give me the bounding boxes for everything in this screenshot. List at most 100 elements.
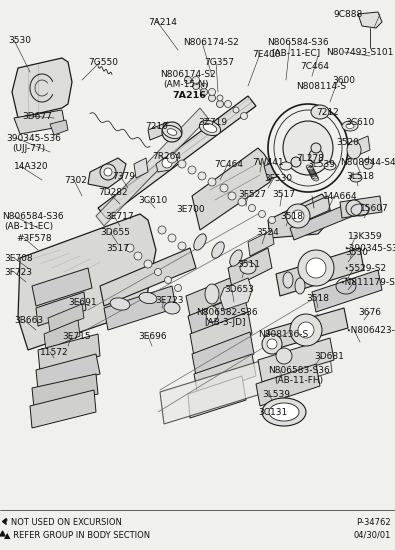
Polygon shape xyxy=(276,248,364,296)
Polygon shape xyxy=(340,196,382,218)
Ellipse shape xyxy=(295,278,305,294)
Text: 3E708: 3E708 xyxy=(4,254,33,263)
Circle shape xyxy=(238,198,246,206)
Circle shape xyxy=(158,226,166,234)
Circle shape xyxy=(104,168,112,176)
Text: (AB-11-EC): (AB-11-EC) xyxy=(4,222,53,231)
Polygon shape xyxy=(194,354,256,396)
Circle shape xyxy=(100,164,116,180)
Ellipse shape xyxy=(324,162,336,170)
Polygon shape xyxy=(44,320,80,350)
Text: N806584-S36: N806584-S36 xyxy=(267,38,329,47)
Circle shape xyxy=(201,83,207,89)
Text: 3E723: 3E723 xyxy=(155,296,184,305)
Circle shape xyxy=(267,339,277,349)
Circle shape xyxy=(198,172,206,180)
Polygon shape xyxy=(192,148,272,230)
Circle shape xyxy=(217,95,223,101)
Text: 3530: 3530 xyxy=(8,36,31,45)
Circle shape xyxy=(192,82,199,90)
Circle shape xyxy=(192,76,199,84)
Circle shape xyxy=(178,160,186,168)
Text: N807493-S101: N807493-S101 xyxy=(326,48,393,57)
Text: 3530: 3530 xyxy=(345,248,368,257)
Text: ⋆390345-S36: ⋆390345-S36 xyxy=(344,244,395,253)
Text: 3517: 3517 xyxy=(272,190,295,199)
Circle shape xyxy=(208,178,216,186)
Text: 3E715: 3E715 xyxy=(62,332,90,341)
Circle shape xyxy=(220,184,228,192)
Polygon shape xyxy=(220,278,252,310)
Circle shape xyxy=(269,217,275,223)
Circle shape xyxy=(306,258,326,278)
Text: 7R264: 7R264 xyxy=(152,152,181,161)
Text: 3517: 3517 xyxy=(106,244,129,253)
Text: 3L539: 3L539 xyxy=(262,390,290,399)
Text: 3D653: 3D653 xyxy=(224,285,254,294)
Polygon shape xyxy=(100,248,196,306)
Circle shape xyxy=(216,101,224,107)
Polygon shape xyxy=(50,120,68,135)
Polygon shape xyxy=(38,334,100,372)
Polygon shape xyxy=(148,122,170,140)
Polygon shape xyxy=(358,12,382,28)
Circle shape xyxy=(290,314,322,346)
Text: 3D655: 3D655 xyxy=(100,228,130,237)
Text: (UJJ-77): (UJJ-77) xyxy=(12,144,45,153)
Circle shape xyxy=(188,166,196,174)
Text: 3E717: 3E717 xyxy=(105,212,134,221)
Text: [AB-3-JD]: [AB-3-JD] xyxy=(204,318,246,327)
Ellipse shape xyxy=(206,306,218,322)
Circle shape xyxy=(164,277,171,283)
Ellipse shape xyxy=(139,293,157,304)
Circle shape xyxy=(292,210,304,222)
Text: N806583-S36: N806583-S36 xyxy=(268,366,330,375)
Circle shape xyxy=(162,158,172,168)
Text: 3518: 3518 xyxy=(280,212,303,221)
Text: 3524: 3524 xyxy=(256,228,279,237)
Circle shape xyxy=(201,89,207,96)
Text: 3F527: 3F527 xyxy=(238,190,266,199)
Circle shape xyxy=(346,200,362,216)
Circle shape xyxy=(363,159,373,169)
Text: 15607: 15607 xyxy=(360,204,389,213)
Text: 7E400: 7E400 xyxy=(252,50,280,59)
Text: N806582-S36: N806582-S36 xyxy=(196,308,258,317)
Polygon shape xyxy=(96,108,208,226)
Polygon shape xyxy=(312,270,382,312)
Text: 3B663: 3B663 xyxy=(14,316,43,325)
Ellipse shape xyxy=(164,302,180,314)
Ellipse shape xyxy=(230,250,242,266)
Text: N806174-S2: N806174-S2 xyxy=(183,38,239,47)
Text: 3F723: 3F723 xyxy=(4,268,32,277)
Text: 7210: 7210 xyxy=(145,122,168,131)
Polygon shape xyxy=(156,154,178,172)
Text: ⋆N806423-S56: ⋆N806423-S56 xyxy=(346,326,395,335)
Circle shape xyxy=(291,157,301,167)
Circle shape xyxy=(184,76,192,84)
Text: 3D677: 3D677 xyxy=(22,112,52,121)
Text: 3L539: 3L539 xyxy=(307,160,335,169)
Circle shape xyxy=(167,127,177,137)
Ellipse shape xyxy=(350,174,362,182)
Polygon shape xyxy=(256,364,320,406)
Text: P-34762: P-34762 xyxy=(356,518,391,527)
Ellipse shape xyxy=(110,298,130,310)
Text: N806584-S36: N806584-S36 xyxy=(2,212,64,221)
Text: 3676: 3676 xyxy=(358,308,381,317)
Circle shape xyxy=(309,149,323,163)
Polygon shape xyxy=(248,230,274,256)
Text: ⋆5529-S2: ⋆5529-S2 xyxy=(344,264,387,273)
Text: 3600: 3600 xyxy=(332,76,355,85)
Circle shape xyxy=(224,101,231,107)
Text: 14A320: 14A320 xyxy=(14,162,49,171)
Text: 390345-S36: 390345-S36 xyxy=(6,134,61,143)
Polygon shape xyxy=(188,294,248,334)
Text: 9C888: 9C888 xyxy=(333,10,362,19)
Text: 3511: 3511 xyxy=(237,260,260,269)
Polygon shape xyxy=(264,148,318,180)
Ellipse shape xyxy=(274,110,342,186)
Text: 11572: 11572 xyxy=(40,348,69,357)
Text: 7379: 7379 xyxy=(112,172,135,181)
Circle shape xyxy=(167,153,177,163)
